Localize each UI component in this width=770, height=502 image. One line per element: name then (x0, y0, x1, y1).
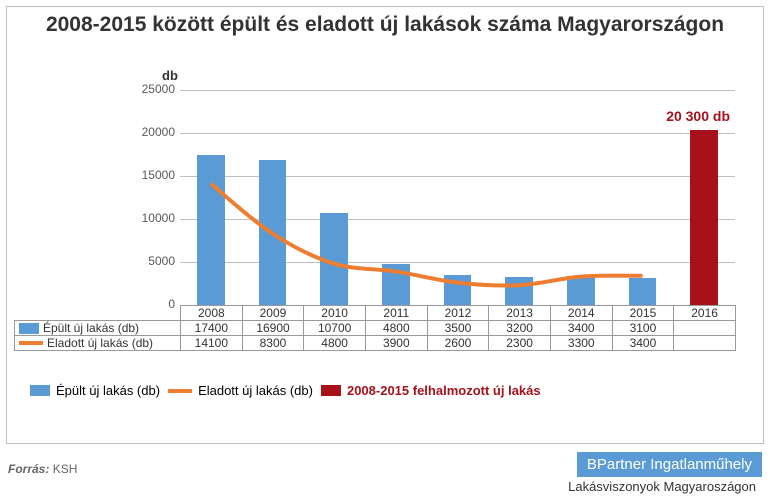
badge-subtitle: Lakásviszonyok Magyaroszágon (562, 477, 762, 496)
footer-badges: BPartner Ingatlanműhely Lakásviszonyok M… (562, 452, 762, 496)
table-cell: 3900 (365, 336, 427, 351)
table-cell: 8300 (242, 336, 304, 351)
table-colheader: 2015 (612, 306, 674, 321)
table-cell: 2300 (489, 336, 551, 351)
line-orange (211, 184, 643, 286)
table-cell-empty (15, 306, 181, 321)
table-cell: 3400 (612, 336, 674, 351)
table-rowheader-label: Eladott új lakás (db) (47, 336, 153, 350)
table-cell: 4800 (365, 321, 427, 336)
line-layer (180, 90, 735, 305)
table-cell: 3300 (550, 336, 612, 351)
table-colheader: 2010 (304, 306, 366, 321)
source-label: Forrás: KSH (8, 462, 77, 476)
table-row: 200820092010201120122013201420152016 (15, 306, 736, 321)
table-colheader: 2016 (674, 306, 736, 321)
bar-marker-icon (321, 385, 341, 396)
data-table: 200820092010201120122013201420152016Épül… (14, 305, 736, 351)
table-colheader: 2009 (242, 306, 304, 321)
table-rowheader: Eladott új lakás (db) (15, 336, 181, 351)
legend-label: Eladott új lakás (db) (198, 383, 313, 398)
source-text: KSH (53, 462, 78, 476)
badge-brand: BPartner Ingatlanműhely (577, 452, 762, 477)
legend-label: 2008-2015 felhalmozott új lakás (347, 383, 541, 398)
table-cell: 10700 (304, 321, 366, 336)
bar-marker-icon (19, 323, 39, 334)
table-cell: 17400 (181, 321, 243, 336)
source-prefix: Forrás: (8, 462, 49, 476)
red-bar-callout: 20 300 db (666, 108, 730, 124)
legend: Épült új lakás (db) Eladott új lakás (db)… (30, 383, 541, 398)
y-tick: 15000 (125, 168, 175, 182)
line-marker-icon (19, 341, 43, 345)
table-rowheader: Épült új lakás (db) (15, 321, 181, 336)
table-cell (674, 321, 736, 336)
table-cell: 2600 (427, 336, 489, 351)
table-colheader: 2008 (181, 306, 243, 321)
table-rowheader-label: Épült új lakás (db) (43, 321, 139, 335)
table-cell: 16900 (242, 321, 304, 336)
chart-plot-area (180, 90, 735, 305)
table-cell: 3200 (489, 321, 551, 336)
y-tick: 10000 (125, 211, 175, 225)
line-marker-icon (168, 389, 192, 393)
table-row: Eladott új lakás (db) 1410083004800390026… (15, 336, 736, 351)
table-cell: 14100 (181, 336, 243, 351)
legend-item: Épült új lakás (db) (30, 383, 160, 398)
legend-label: Épült új lakás (db) (56, 383, 160, 398)
legend-item: Eladott új lakás (db) (168, 383, 313, 398)
table-cell (674, 336, 736, 351)
table-cell: 3100 (612, 321, 674, 336)
y-tick: 25000 (125, 82, 175, 96)
y-tick: 20000 (125, 125, 175, 139)
y-tick: 5000 (125, 254, 175, 268)
table-cell: 3400 (550, 321, 612, 336)
table-row: Épült új lakás (db) 174001690010700480035… (15, 321, 736, 336)
table-cell: 3500 (427, 321, 489, 336)
bar-marker-icon (30, 385, 50, 396)
table-colheader: 2013 (489, 306, 551, 321)
table-colheader: 2012 (427, 306, 489, 321)
data-table-body: 200820092010201120122013201420152016Épül… (15, 306, 736, 351)
table-colheader: 2011 (365, 306, 427, 321)
legend-item: 2008-2015 felhalmozott új lakás (321, 383, 541, 398)
table-cell: 4800 (304, 336, 366, 351)
table-colheader: 2014 (550, 306, 612, 321)
